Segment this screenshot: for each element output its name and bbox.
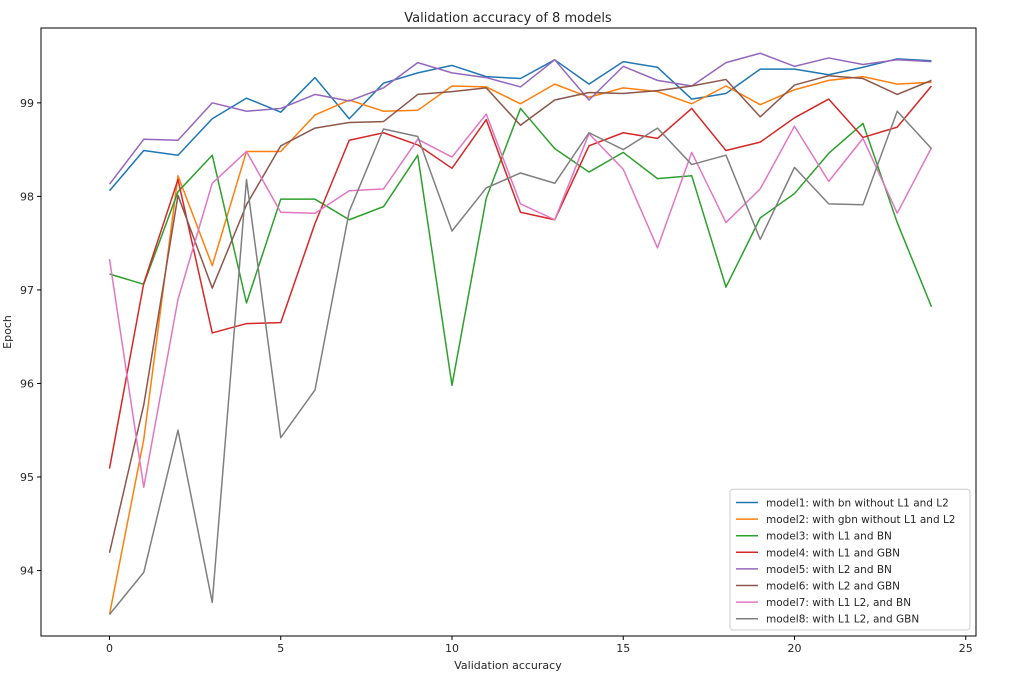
x-tick-label: 0 bbox=[106, 642, 113, 655]
y-tick-label: 96 bbox=[20, 377, 34, 390]
y-tick-label: 98 bbox=[20, 190, 34, 203]
legend-label: model6: with L2 and GBN bbox=[766, 581, 900, 593]
y-tick-label: 97 bbox=[20, 284, 34, 297]
series-line-model1 bbox=[108, 58, 932, 192]
legend-label: model1: with bn without L1 and L2 bbox=[766, 498, 949, 510]
legend: model1: with bn without L1 and L2 model2:… bbox=[729, 488, 971, 631]
x-tick-label: 10 bbox=[445, 642, 459, 655]
y-axis-title: Epoch bbox=[1, 315, 14, 349]
x-tick-label: 25 bbox=[959, 642, 973, 655]
x-tick-label: 20 bbox=[787, 642, 801, 655]
legend-label: model8: with L1 L2, and GBN bbox=[766, 614, 919, 626]
x-tick-label: 5 bbox=[277, 642, 284, 655]
x-axis-title: Validation accuracy bbox=[454, 659, 562, 672]
series-line-model6 bbox=[108, 74, 932, 553]
series-lines bbox=[108, 52, 933, 615]
x-tick-label: 15 bbox=[616, 642, 630, 655]
y-tick-label: 99 bbox=[20, 97, 34, 110]
legend-label: model7: with L1 L2, and BN bbox=[766, 597, 911, 609]
chart-title: Validation accuracy of 8 models bbox=[404, 11, 612, 26]
legend-box bbox=[729, 488, 971, 631]
series-line-model5 bbox=[108, 52, 932, 185]
legend-label: model3: with L1 and BN bbox=[766, 531, 892, 543]
x-axis: 0 5 10 15 20 25 bbox=[106, 636, 973, 655]
y-axis: 94 95 96 97 98 99 bbox=[20, 97, 41, 578]
series-line-model3 bbox=[109, 107, 933, 387]
legend-label: model4: with L1 and GBN bbox=[766, 547, 900, 559]
y-tick-label: 95 bbox=[20, 471, 34, 484]
legend-label: model2: with gbn without L1 and L2 bbox=[766, 514, 956, 526]
series-line-model8 bbox=[108, 110, 933, 615]
legend-label: model5: with L2 and BN bbox=[766, 564, 892, 576]
series-line-model7 bbox=[108, 113, 933, 489]
series-line-model4 bbox=[108, 85, 933, 469]
y-tick-label: 94 bbox=[20, 565, 34, 578]
